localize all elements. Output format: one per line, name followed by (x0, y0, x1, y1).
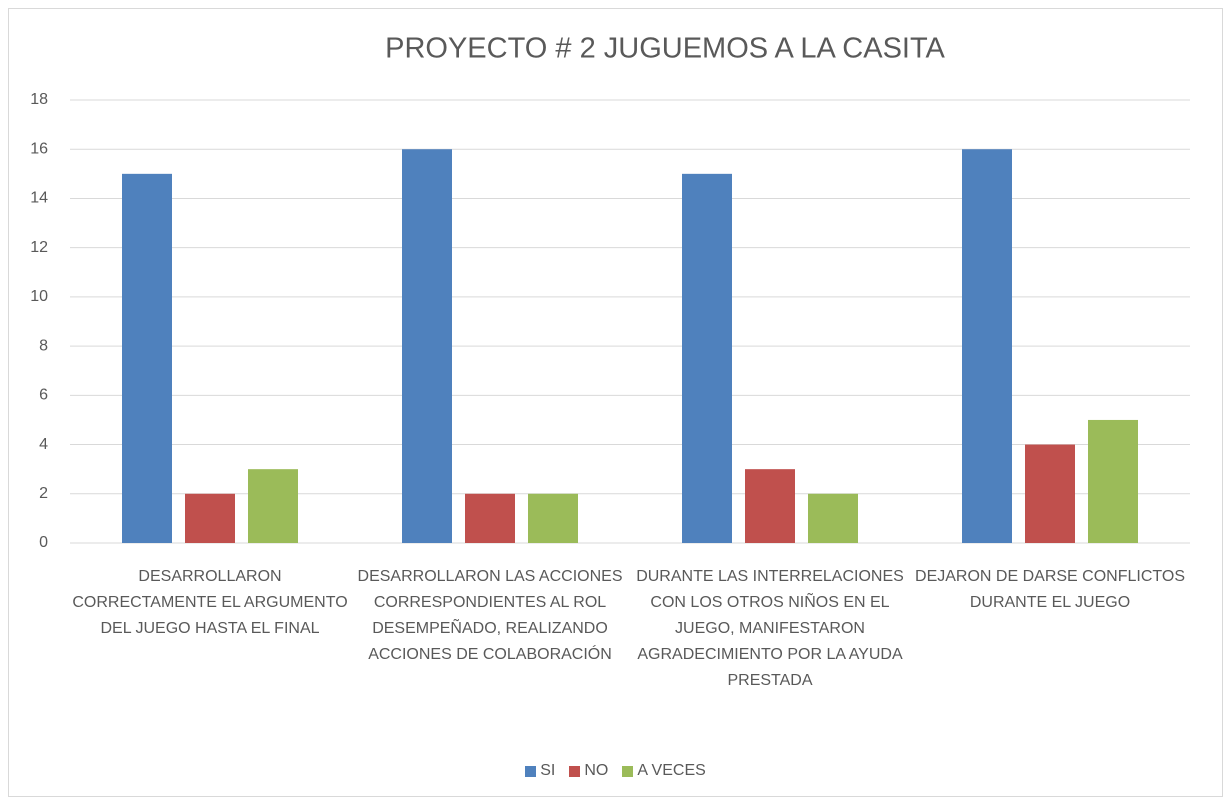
legend-swatch (525, 765, 537, 777)
legend-swatch (622, 765, 634, 777)
y-tick-label: 4 (39, 436, 48, 453)
bar (402, 149, 452, 543)
bar (1088, 419, 1138, 543)
legend-item: SI (525, 762, 555, 780)
y-tick-label: 6 (39, 387, 48, 404)
legend-label: NO (584, 762, 609, 779)
y-tick-label: 8 (39, 337, 48, 354)
bar (682, 173, 732, 544)
bar (1025, 444, 1075, 543)
bar (528, 493, 578, 543)
legend-item: A VECES (622, 762, 706, 780)
y-tick-label: 10 (30, 288, 48, 305)
x-tick-label: DESARROLLARON CORRECTAMENTE EL ARGUMENTO… (72, 568, 348, 637)
bar (185, 493, 235, 543)
chart-border (8, 8, 1223, 797)
bar (465, 493, 515, 543)
legend-swatch (569, 765, 581, 777)
bar (962, 149, 1012, 543)
y-tick-label: 16 (30, 140, 48, 157)
legend-label: SI (540, 762, 556, 779)
bar (745, 469, 795, 543)
bar (808, 493, 858, 543)
y-tick-label: 18 (30, 91, 48, 108)
chart-title: PROYECTO # 2 JUGUEMOS A LA CASITA (385, 33, 945, 65)
x-tick-label: DURANTE LAS INTERRELACIONES CON LOS OTRO… (636, 568, 904, 689)
legend-label: A VECES (637, 762, 706, 779)
bar (248, 469, 298, 543)
x-tick-label: DEJARON DE DARSE CONFLICTOS DURANTE EL J… (915, 568, 1185, 611)
bar (122, 173, 172, 544)
legend: SI NO A VECES (0, 762, 1231, 780)
y-tick-label: 2 (39, 485, 48, 502)
y-tick-label: 12 (30, 239, 48, 256)
legend-item: NO (569, 762, 608, 780)
y-tick-label: 14 (30, 190, 48, 207)
x-tick-label: DESARROLLARON LAS ACCIONES CORRESPONDIEN… (357, 568, 623, 663)
y-tick-label: 0 (39, 534, 48, 551)
